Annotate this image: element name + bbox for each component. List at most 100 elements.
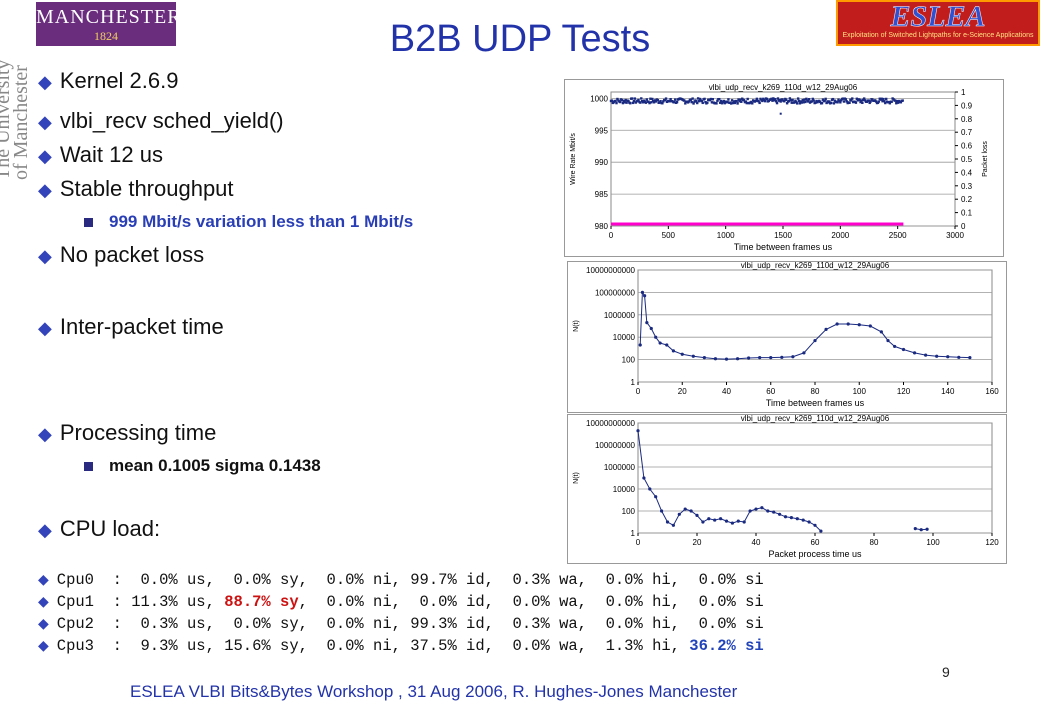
data-point bbox=[637, 98, 640, 102]
data-point bbox=[622, 99, 626, 103]
y-tick-label: 100000000 bbox=[595, 288, 636, 297]
data-point bbox=[821, 98, 825, 101]
data-point bbox=[747, 356, 751, 360]
data-point bbox=[919, 528, 923, 532]
data-point bbox=[793, 101, 796, 104]
data-point bbox=[638, 343, 642, 347]
x-tick-label: 0 bbox=[609, 231, 614, 240]
data-point bbox=[780, 355, 784, 359]
data-point bbox=[811, 97, 815, 101]
square-bullet-icon bbox=[84, 462, 93, 472]
data-point bbox=[732, 100, 736, 103]
data-point bbox=[649, 97, 652, 100]
bullet-text: Stable throughput bbox=[59, 176, 234, 201]
data-point bbox=[795, 100, 798, 104]
bullet-item: ◆ Inter-packet time bbox=[38, 314, 224, 341]
data-point bbox=[706, 101, 709, 104]
data-point bbox=[697, 99, 701, 103]
data-point bbox=[659, 99, 662, 103]
data-point bbox=[698, 97, 702, 101]
data-point bbox=[774, 100, 778, 103]
data-point bbox=[807, 98, 811, 101]
bullet-text: Inter-packet time bbox=[59, 314, 224, 339]
data-point bbox=[860, 99, 863, 102]
data-point bbox=[718, 101, 722, 104]
data-point bbox=[730, 521, 734, 525]
data-point bbox=[736, 519, 740, 523]
data-point bbox=[740, 100, 743, 103]
data-point bbox=[796, 102, 799, 105]
x-tick-label: 80 bbox=[811, 387, 820, 396]
y2-tick-label: 1 bbox=[961, 88, 966, 97]
y-tick-label: 100000000 bbox=[595, 441, 636, 450]
data-point bbox=[845, 100, 848, 103]
data-point bbox=[855, 97, 859, 100]
y-tick-label: 10000000000 bbox=[586, 266, 635, 275]
y2-tick-label: 0.1 bbox=[961, 209, 973, 218]
data-point bbox=[711, 98, 715, 101]
y-tick-label: 1000000 bbox=[604, 311, 636, 320]
data-point bbox=[695, 513, 699, 517]
data-point bbox=[677, 512, 681, 516]
data-point bbox=[783, 100, 786, 103]
data-point bbox=[825, 101, 828, 105]
x-tick-label: 160 bbox=[985, 387, 999, 396]
data-point bbox=[718, 97, 721, 101]
data-point bbox=[665, 520, 670, 524]
data-point bbox=[687, 100, 691, 103]
data-point bbox=[795, 517, 799, 521]
y-tick-label: 1000 bbox=[590, 94, 608, 103]
sub-bullet-text: 999 Mbit/s variation less than 1 Mbit/s bbox=[109, 212, 414, 231]
data-point bbox=[630, 97, 634, 100]
data-point bbox=[763, 99, 767, 103]
data-point bbox=[968, 356, 972, 360]
data-point bbox=[640, 290, 645, 294]
bullet-text: Wait 12 us bbox=[59, 142, 163, 167]
data-point bbox=[624, 98, 627, 102]
x-tick-label: 100 bbox=[926, 538, 940, 547]
bullet-text: vlbi_recv sched_yield() bbox=[59, 108, 284, 133]
data-point bbox=[812, 99, 815, 102]
data-point bbox=[835, 322, 839, 326]
bullet-diamond-icon: ◆ bbox=[38, 318, 52, 338]
bullet-diamond-icon: ◆ bbox=[38, 180, 52, 200]
data-point bbox=[663, 98, 667, 102]
data-point bbox=[844, 98, 848, 101]
data-point bbox=[893, 344, 897, 349]
data-point bbox=[925, 527, 929, 531]
data-point bbox=[869, 100, 872, 103]
x-tick-label: 500 bbox=[662, 231, 676, 240]
data-point bbox=[703, 97, 706, 101]
data-point bbox=[805, 97, 808, 101]
data-point bbox=[649, 326, 653, 331]
data-point bbox=[724, 357, 729, 361]
footer-text: ESLEA VLBI Bits&Bytes Workshop , 31 Aug … bbox=[130, 682, 738, 701]
y-tick-label: 10000000000 bbox=[586, 419, 635, 428]
data-point bbox=[636, 429, 640, 433]
data-point bbox=[625, 101, 628, 104]
slide-title: B2B UDP Tests bbox=[389, 18, 651, 60]
y2-tick-label: 0.3 bbox=[961, 182, 973, 191]
data-point bbox=[813, 338, 817, 343]
bullet-item: ◆ Wait 12 us bbox=[38, 142, 163, 169]
y-tick-label: 990 bbox=[595, 158, 609, 167]
data-point bbox=[824, 97, 827, 101]
data-point bbox=[877, 100, 881, 103]
y-tick-label: 980 bbox=[595, 222, 609, 231]
data-point bbox=[654, 100, 658, 103]
data-point bbox=[709, 97, 713, 101]
bullet-diamond-icon: ◆ bbox=[38, 424, 52, 444]
data-point bbox=[787, 99, 791, 103]
data-point bbox=[645, 321, 649, 325]
x-tick-label: 40 bbox=[752, 538, 761, 547]
data-point bbox=[671, 523, 675, 527]
data-point bbox=[813, 523, 817, 527]
data-point bbox=[692, 102, 695, 105]
data-point bbox=[650, 101, 653, 104]
data-point bbox=[814, 101, 817, 104]
data-point bbox=[691, 97, 694, 100]
x-tick-label: 60 bbox=[766, 387, 775, 396]
data-point bbox=[664, 97, 668, 100]
bullet-item: ◆ Kernel 2.6.9 bbox=[38, 68, 178, 95]
y2-axis-label: Packet loss bbox=[982, 141, 989, 177]
